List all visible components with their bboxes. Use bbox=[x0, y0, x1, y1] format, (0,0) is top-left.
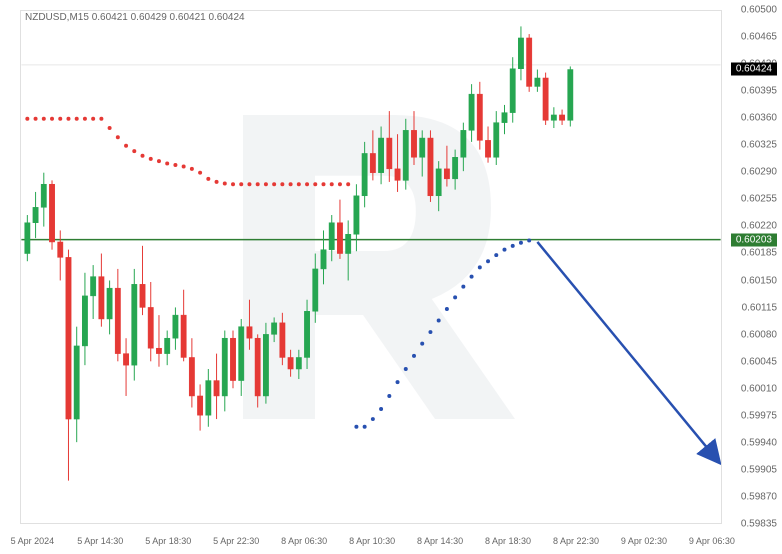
x-tick-label: 8 Apr 18:30 bbox=[485, 536, 531, 546]
chart-svg bbox=[21, 11, 721, 523]
y-tick-label: 0.60395 bbox=[741, 86, 777, 97]
current-price-badge: 0.60424 bbox=[731, 62, 777, 75]
y-tick-label: 0.60045 bbox=[741, 356, 777, 367]
y-tick-label: 0.59975 bbox=[741, 410, 777, 421]
y-tick-label: 0.60500 bbox=[741, 5, 777, 16]
y-tick-label: 0.60255 bbox=[741, 194, 777, 205]
symbol-text: NZDUSD,M15 bbox=[25, 12, 89, 23]
y-tick-label: 0.60325 bbox=[741, 140, 777, 151]
x-tick-label: 8 Apr 14:30 bbox=[417, 536, 463, 546]
x-tick-label: 8 Apr 22:30 bbox=[553, 536, 599, 546]
x-tick-label: 8 Apr 10:30 bbox=[349, 536, 395, 546]
chart-title: NZDUSD,M15 0.60421 0.60429 0.60421 0.604… bbox=[25, 12, 245, 23]
chart-area[interactable] bbox=[20, 10, 722, 524]
y-tick-label: 0.60010 bbox=[741, 383, 777, 394]
y-tick-label: 0.59940 bbox=[741, 437, 777, 448]
x-tick-label: 9 Apr 06:30 bbox=[689, 536, 735, 546]
level-price-badge: 0.60203 bbox=[731, 233, 777, 246]
x-tick-label: 9 Apr 02:30 bbox=[621, 536, 667, 546]
y-tick-label: 0.59870 bbox=[741, 491, 777, 502]
y-tick-label: 0.60360 bbox=[741, 113, 777, 124]
y-tick-label: 0.59835 bbox=[741, 519, 777, 530]
x-tick-label: 8 Apr 06:30 bbox=[281, 536, 327, 546]
y-tick-label: 0.60150 bbox=[741, 275, 777, 286]
y-tick-label: 0.60115 bbox=[742, 302, 777, 313]
ohlc-text: 0.60421 0.60429 0.60421 0.60424 bbox=[92, 12, 245, 23]
y-tick-label: 0.60290 bbox=[741, 167, 777, 178]
y-tick-label: 0.59905 bbox=[741, 464, 777, 475]
x-tick-label: 5 Apr 14:30 bbox=[77, 536, 123, 546]
y-tick-label: 0.60185 bbox=[741, 248, 777, 259]
y-tick-label: 0.60220 bbox=[741, 221, 777, 232]
y-tick-label: 0.60465 bbox=[741, 32, 777, 43]
x-tick-label: 5 Apr 2024 bbox=[11, 536, 55, 546]
x-axis: 5 Apr 20245 Apr 14:305 Apr 18:305 Apr 22… bbox=[20, 529, 722, 554]
x-tick-label: 5 Apr 18:30 bbox=[145, 536, 191, 546]
x-tick-label: 5 Apr 22:30 bbox=[213, 536, 259, 546]
y-tick-label: 0.60080 bbox=[741, 329, 777, 340]
y-axis: 0.598350.598700.599050.599400.599750.600… bbox=[727, 10, 782, 524]
